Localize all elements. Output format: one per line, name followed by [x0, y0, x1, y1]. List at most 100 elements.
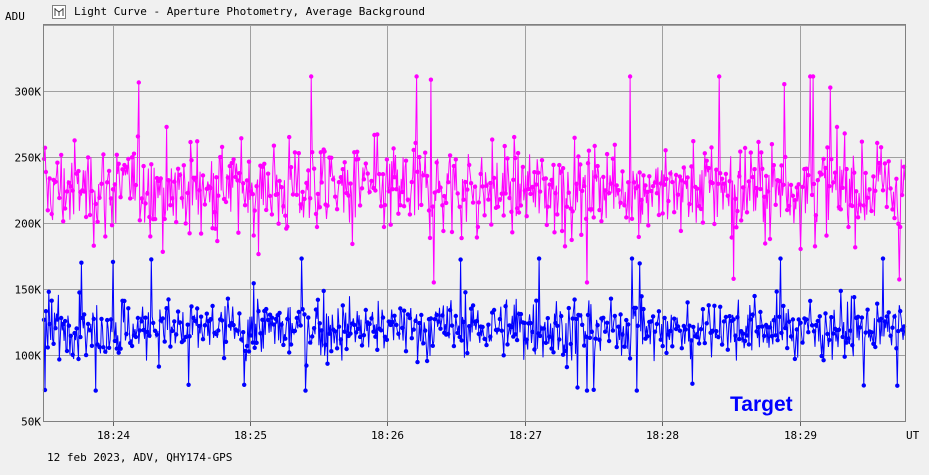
data-point [467, 162, 472, 168]
data-point [649, 319, 654, 324]
data-point [884, 314, 889, 319]
data-point [769, 334, 775, 339]
data-point [97, 344, 102, 350]
data-point [840, 334, 845, 340]
data-point [794, 327, 799, 332]
data-point [411, 147, 416, 153]
data-point [855, 314, 861, 319]
data-point [796, 182, 801, 187]
data-point [871, 174, 876, 179]
data-point [355, 149, 360, 154]
data-point [652, 329, 658, 334]
data-point [852, 170, 857, 175]
data-point [299, 256, 304, 261]
data-point [710, 328, 715, 333]
data-point [541, 326, 547, 331]
data-point [532, 170, 537, 175]
series-layer [41, 74, 907, 393]
data-point [112, 182, 118, 187]
data-point [593, 336, 598, 341]
data-point [734, 225, 739, 230]
data-point [721, 319, 727, 324]
data-point [725, 193, 730, 198]
data-point [441, 228, 446, 234]
data-point [560, 352, 566, 357]
data-point [564, 364, 570, 370]
data-point [336, 180, 342, 185]
data-point [198, 314, 204, 319]
data-point [164, 306, 169, 311]
data-point [451, 163, 457, 169]
data-point [675, 324, 681, 329]
data-point [367, 321, 372, 327]
data-point [790, 317, 796, 322]
data-point [585, 161, 591, 166]
data-point [64, 348, 70, 354]
y-tick-label: 200K [15, 218, 42, 231]
data-point [283, 213, 288, 218]
data-point [476, 200, 481, 205]
data-point [424, 173, 430, 179]
data-point [497, 316, 503, 322]
data-point [702, 151, 707, 156]
data-point [742, 338, 748, 344]
data-point [555, 212, 560, 217]
data-point [277, 310, 282, 316]
data-point [664, 176, 669, 182]
data-point [325, 203, 330, 208]
data-point [442, 193, 447, 199]
data-point [340, 303, 345, 308]
data-point [298, 323, 303, 328]
data-point [658, 181, 663, 186]
data-point [256, 251, 261, 257]
data-point [208, 185, 213, 191]
data-point [453, 313, 458, 319]
data-point [193, 175, 198, 180]
data-point [87, 212, 93, 218]
data-point [804, 317, 809, 322]
data-point [767, 236, 773, 242]
data-point [277, 178, 282, 184]
data-point [719, 342, 725, 347]
data-point [152, 216, 158, 222]
data-point [296, 309, 301, 315]
data-point [187, 231, 192, 236]
data-point [101, 345, 106, 350]
data-point [212, 210, 217, 215]
data-point [348, 181, 353, 186]
data-point [689, 338, 694, 343]
data-point [827, 337, 832, 343]
axis-ticks: 50K 100K 150K 200K 250K 300K 18:24 18:25 18:26 18… [15, 86, 818, 443]
data-point [663, 148, 668, 153]
data-point [859, 315, 865, 320]
data-point [785, 207, 790, 213]
data-point [432, 317, 437, 322]
data-point [641, 306, 646, 312]
data-point [405, 312, 411, 317]
data-point [423, 328, 428, 333]
data-point [241, 330, 246, 335]
data-point [513, 155, 518, 161]
x-tick-label: 18:25 [234, 429, 267, 442]
data-point [83, 352, 89, 358]
data-point [434, 312, 439, 318]
data-point [534, 298, 539, 303]
data-point [737, 174, 742, 179]
data-point [338, 175, 344, 180]
data-point [534, 182, 539, 187]
data-point [308, 340, 313, 345]
data-point [723, 314, 729, 320]
data-point [484, 183, 489, 188]
data-point [740, 331, 746, 336]
data-point [363, 161, 368, 166]
data-point [126, 306, 131, 311]
data-point [733, 333, 738, 338]
data-point [643, 183, 648, 188]
data-point [507, 195, 512, 201]
data-point [691, 324, 696, 330]
data-point [809, 323, 815, 328]
data-point [421, 341, 426, 346]
data-point [502, 143, 507, 149]
data-point [271, 143, 277, 148]
data-point [275, 191, 280, 197]
